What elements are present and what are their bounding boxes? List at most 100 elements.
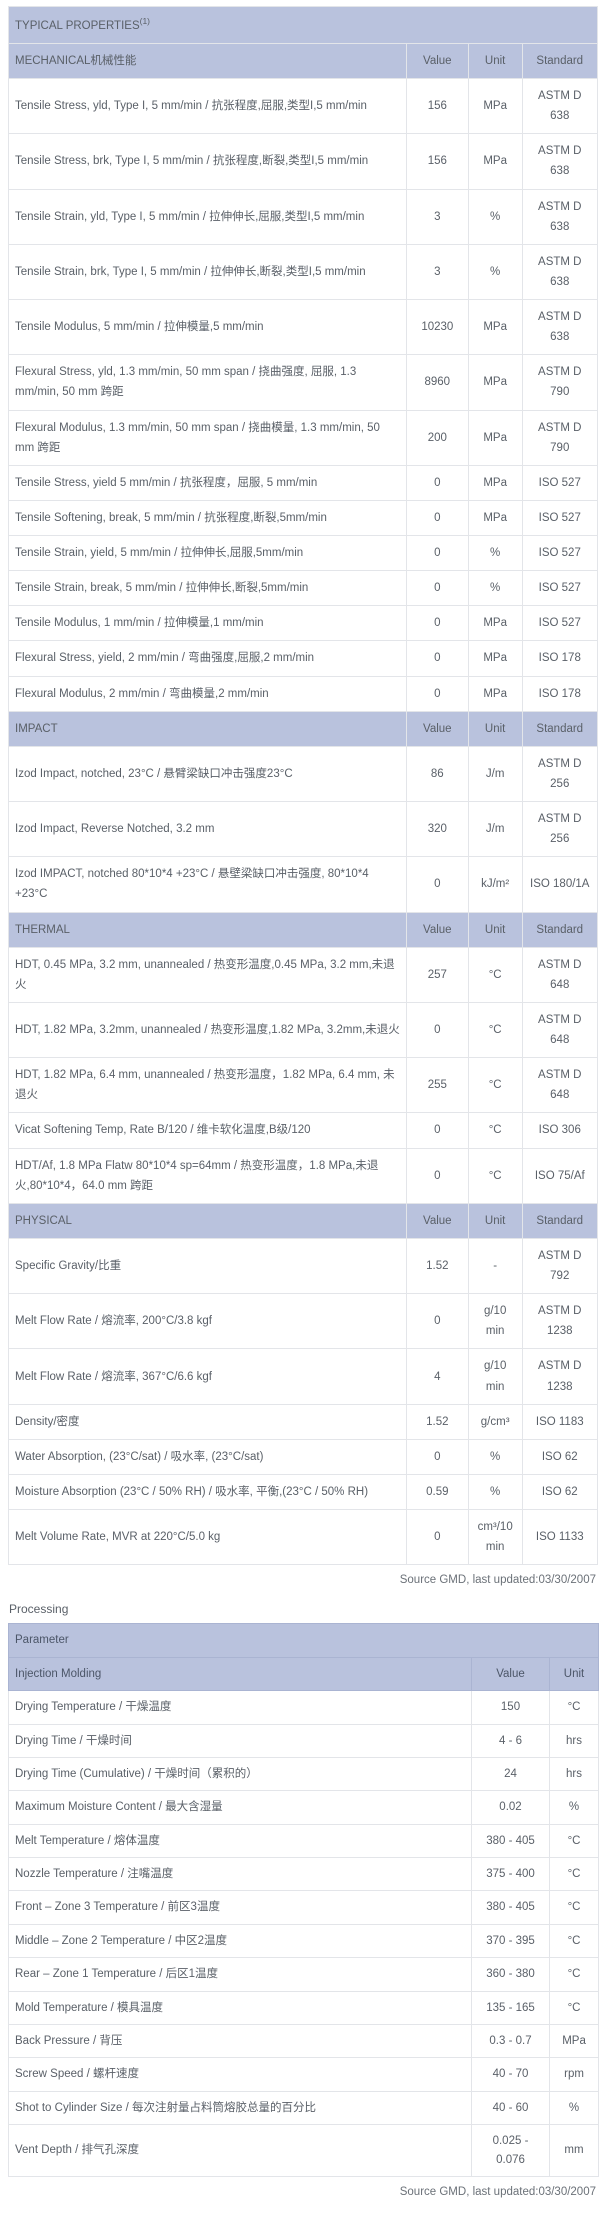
processing-row: Nozzle Temperature / 注嘴温度 375 - 400 °C: [8, 1857, 600, 1892]
processing-parameter-name: Rear – Zone 1 Temperature / 后区1温度: [8, 1957, 472, 1992]
processing-unit: °C: [548, 1823, 600, 1859]
property-value: 86: [405, 745, 469, 803]
property-value: 0: [405, 640, 469, 677]
processing-row: Front – Zone 3 Temperature / 前区3温度 380 - …: [8, 1890, 600, 1925]
property-row: Flexural Modulus, 1.3 mm/min, 50 mm span…: [8, 409, 599, 466]
processing-unit: %: [548, 2090, 600, 2126]
property-standard: ASTM D 638: [521, 78, 599, 135]
column-header-unit: Unit: [467, 710, 523, 747]
property-name: Density/密度: [8, 1403, 407, 1440]
processing-row: Drying Temperature / 干燥温度 150 °C: [8, 1690, 600, 1725]
processing-value: 380 - 405: [471, 1823, 550, 1859]
section-name: THERMAL: [8, 911, 407, 948]
property-value: 0: [405, 1001, 469, 1059]
property-name: Specific Gravity/比重: [8, 1237, 407, 1295]
property-value: 0: [405, 1147, 469, 1204]
property-standard: ASTM D 638: [521, 188, 599, 245]
property-value: 8960: [405, 354, 469, 411]
processing-group-label: Injection Molding: [8, 1656, 472, 1692]
section-name: PHYSICAL: [8, 1202, 407, 1239]
property-row: Tensile Softening, break, 5 mm/min / 抗张程…: [8, 499, 599, 537]
property-standard: ASTM D 638: [521, 243, 599, 301]
property-standard: ASTM D 256: [521, 745, 599, 803]
processing-heading: Processing: [9, 1602, 69, 1617]
typical-properties-table: TYPICAL PROPERTIES(1) MECHANICAL机械性能 Valu…: [8, 6, 599, 1566]
property-row: Melt Flow Rate / 熔流率, 367°C/6.6 kgf 4 g/10…: [8, 1348, 599, 1405]
property-unit: MPa: [467, 409, 523, 466]
property-standard: ASTM D 792: [521, 1237, 599, 1295]
property-value: 0: [405, 856, 469, 913]
processing-parameter-name: Drying Temperature / 干燥温度: [8, 1690, 472, 1725]
column-header-value: Value: [405, 1202, 469, 1239]
property-name: Moisture Absorption (23°C / 50% RH) / 吸水…: [8, 1473, 407, 1511]
processing-unit: °C: [548, 1923, 600, 1959]
column-header-value: Value: [405, 710, 469, 747]
property-name: Izod IMPACT, notched 80*10*4 +23°C / 悬壁梁…: [8, 856, 407, 913]
property-standard: ISO 527: [521, 605, 599, 642]
processing-unit: rpm: [548, 2057, 600, 2092]
processing-unit: °C: [548, 1957, 600, 1992]
property-row: Vicat Softening Temp, Rate B/120 / 维卡软化温…: [8, 1112, 599, 1149]
processing-unit: MPa: [548, 2024, 600, 2059]
property-value: 1.52: [405, 1403, 469, 1440]
property-name: Tensile Stress, brk, Type I, 5 mm/min / …: [8, 133, 407, 190]
processing-value: 40 - 60: [471, 2090, 550, 2126]
processing-unit: °C: [548, 1690, 600, 1725]
property-name: Tensile Modulus, 1 mm/min / 拉伸模量,1 mm/mi…: [8, 605, 407, 642]
property-value: 0: [405, 535, 469, 572]
property-value: 0: [405, 1293, 469, 1350]
processing-header-unit: Unit: [548, 1656, 600, 1692]
typical-properties-title-text: TYPICAL PROPERTIES: [15, 19, 140, 32]
property-row: Tensile Stress, brk, Type I, 5 mm/min / …: [8, 133, 599, 190]
property-value: 1.52: [405, 1237, 469, 1295]
property-name: Flexural Modulus, 1.3 mm/min, 50 mm span…: [8, 409, 407, 466]
property-name: HDT, 1.82 MPa, 3.2mm, unannealed / 热变形温度…: [8, 1001, 407, 1059]
property-name: Tensile Stress, yield 5 mm/min / 抗张程度，屈服…: [8, 464, 407, 501]
property-name: Izod Impact, notched, 23°C / 悬臂梁缺口冲击强度23…: [8, 745, 407, 803]
property-name: HDT/Af, 1.8 MPa Flatw 80*10*4 sp=64mm / …: [8, 1147, 407, 1204]
property-standard: ISO 1133: [521, 1509, 599, 1566]
property-standard: ASTM D 638: [521, 133, 599, 190]
property-value: 10230: [405, 299, 469, 356]
processing-value: 380 - 405: [471, 1890, 550, 1925]
property-unit: %: [467, 188, 523, 245]
processing-table: Parameter Injection Molding Value Unit D…: [7, 1623, 600, 2177]
typical-properties-title: TYPICAL PROPERTIES(1): [8, 6, 598, 44]
property-unit: cm³/10 min: [467, 1509, 523, 1566]
processing-value: 4 - 6: [471, 1723, 550, 1758]
property-value: 0: [405, 499, 469, 537]
processing-parameter-name: Mold Temperature / 模具温度: [8, 1990, 472, 2026]
property-row: Water Absorption, (23°C/sat) / 吸水率, (23°…: [8, 1438, 599, 1475]
processing-parameter-name: Middle – Zone 2 Temperature / 中区2温度: [8, 1923, 472, 1959]
processing-row: Vent Depth / 排气孔深度 0.025 - 0.076 mm: [8, 2124, 600, 2177]
processing-value: 0.02: [471, 1790, 550, 1825]
processing-row: Back Pressure / 背压 0.3 - 0.7 MPa: [8, 2024, 600, 2059]
property-row: HDT/Af, 1.8 MPa Flatw 80*10*4 sp=64mm / …: [8, 1147, 599, 1204]
property-unit: °C: [467, 1147, 523, 1204]
property-standard: ISO 527: [521, 499, 599, 537]
section-header-row: MECHANICAL机械性能 Value Unit Standard: [8, 42, 599, 80]
property-value: 3: [405, 243, 469, 301]
property-standard: ASTM D 648: [521, 946, 599, 1003]
typical-properties-body: TYPICAL PROPERTIES(1): [8, 6, 598, 44]
section-header-row: THERMAL Value Unit Standard: [8, 911, 599, 948]
property-unit: g/cm³: [467, 1403, 523, 1440]
property-unit: MPa: [467, 354, 523, 411]
property-row: Tensile Modulus, 5 mm/min / 拉伸模量,5 mm/mi…: [8, 299, 599, 356]
property-name: HDT, 1.82 MPa, 6.4 mm, unannealed / 热变形温…: [8, 1057, 407, 1114]
property-standard: ISO 527: [521, 570, 599, 607]
property-value: 156: [405, 78, 469, 135]
property-standard: ISO 178: [521, 675, 599, 712]
property-standard: ISO 75/Af: [521, 1147, 599, 1204]
property-unit: °C: [467, 946, 523, 1003]
property-standard: ISO 527: [521, 535, 599, 572]
property-name: Izod Impact, Reverse Notched, 3.2 mm: [8, 801, 407, 858]
processing-value: 135 - 165: [471, 1990, 550, 2026]
property-row: Flexural Modulus, 2 mm/min / 弯曲模量,2 mm/m…: [8, 675, 599, 712]
section-header-row: IMPACT Value Unit Standard: [8, 710, 599, 747]
processing-row: Rear – Zone 1 Temperature / 后区1温度 360 - 3…: [8, 1957, 600, 1992]
property-standard: ASTM D 648: [521, 1057, 599, 1114]
processing-parameter-label: Parameter: [7, 1623, 600, 1658]
processing-value: 40 - 70: [471, 2057, 550, 2092]
